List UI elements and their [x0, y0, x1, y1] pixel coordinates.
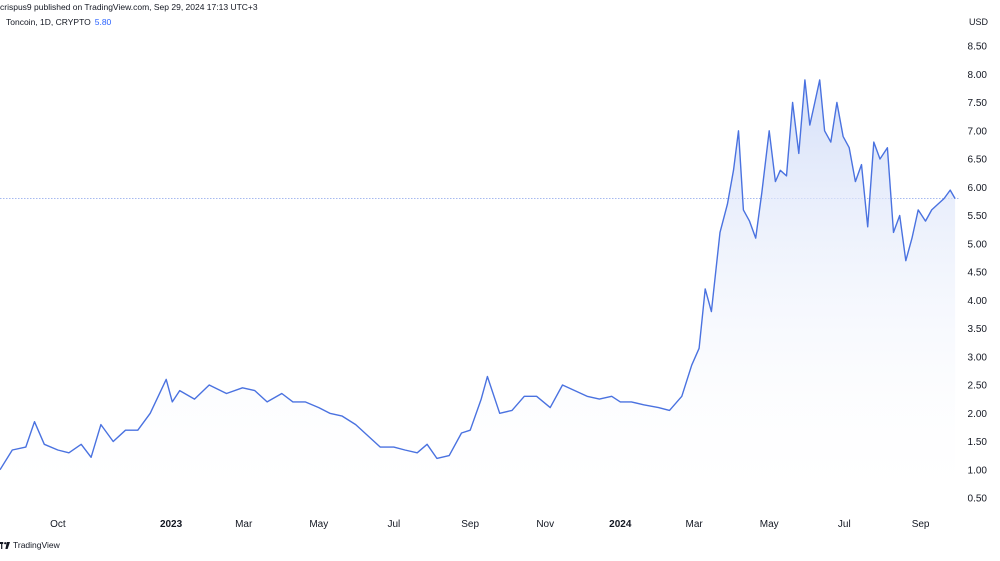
y-tick-label: 0.50	[968, 494, 988, 505]
y-tick-label: 4.50	[968, 268, 988, 279]
y-tick-label: 5.50	[968, 211, 988, 222]
x-tick-label: Nov	[536, 519, 554, 530]
x-tick-label: Mar	[235, 519, 253, 530]
y-tick-label: 2.00	[968, 409, 988, 420]
x-tick-label: Mar	[686, 519, 704, 530]
y-tick-label: 7.00	[968, 126, 988, 137]
price-line	[0, 79, 956, 471]
y-tick-label: 2.50	[968, 381, 988, 392]
symbol-line: Toncoin, 1D, CRYPTO	[6, 17, 91, 27]
x-tick-label: Oct	[50, 519, 66, 530]
y-tick-label: 6.00	[968, 183, 988, 194]
y-tick-label: 3.00	[968, 352, 988, 363]
y-tick-label: 5.00	[968, 239, 988, 250]
x-tick-label: Sep	[461, 519, 479, 530]
tradingview-logo-icon	[0, 541, 10, 549]
x-tick-label: 2023	[160, 519, 183, 530]
y-tick-label: 3.50	[968, 324, 988, 335]
brand-name: TradingView	[13, 540, 60, 550]
y-tick-label: 1.00	[968, 465, 988, 476]
x-tick-label: Jul	[387, 519, 400, 530]
x-tick-label: May	[760, 519, 779, 530]
y-tick-label: 8.50	[968, 42, 988, 53]
x-tick-label: May	[309, 519, 328, 530]
x-tick-label: Sep	[912, 519, 930, 530]
y-tick-label: 7.50	[968, 98, 988, 109]
y-tick-label: 6.50	[968, 155, 988, 166]
publish-info: crispus9 published on TradingView.com, S…	[0, 2, 258, 12]
area-fill	[0, 79, 956, 513]
symbol-legend: Toncoin, 1D, CRYPTO 5.80	[6, 17, 111, 27]
x-tick-label: Jul	[838, 519, 851, 530]
x-tick-label: 2024	[609, 519, 632, 530]
tradingview-brand: TradingView	[0, 540, 60, 550]
currency-label[interactable]: USD	[968, 17, 988, 27]
y-tick-label: 4.00	[968, 296, 988, 307]
y-tick-label: 1.50	[968, 437, 988, 448]
last-price-value: 5.80	[94, 17, 112, 27]
y-tick-label: 8.00	[968, 70, 988, 81]
